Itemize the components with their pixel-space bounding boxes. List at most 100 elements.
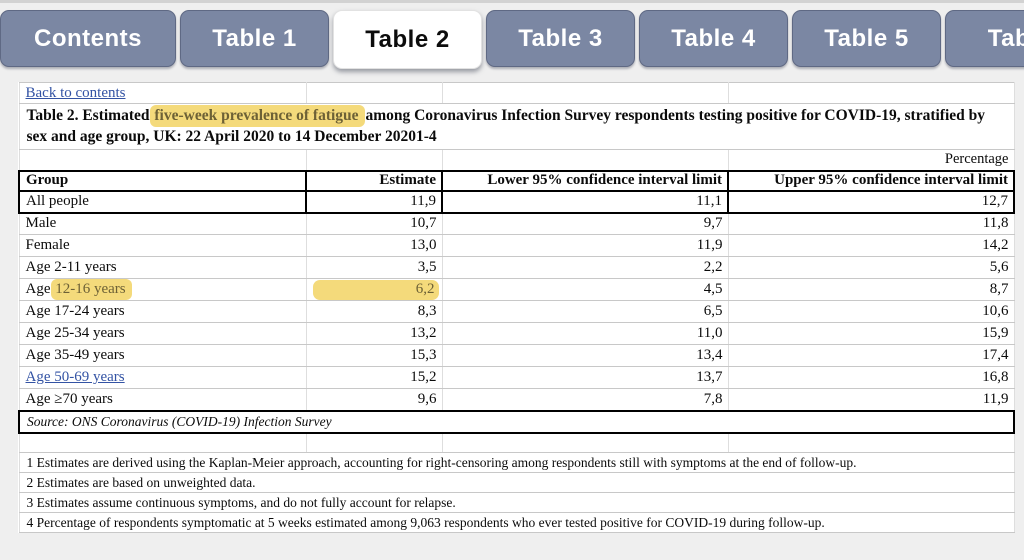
back-to-contents-row: Back to contents xyxy=(18,82,1015,104)
title-pre: Table 2. Estimated xyxy=(26,107,154,124)
table-row-age-12-16: Age 12-16 years 6,2 4,5 8,7 xyxy=(18,278,1015,301)
upper-ci-cell: 17,4 xyxy=(727,344,1015,367)
empty-cell xyxy=(727,82,1015,104)
percentage-label: Percentage xyxy=(727,149,1015,171)
tab-table-3[interactable]: Table 3 xyxy=(486,10,635,67)
lower-ci-cell: 7,8 xyxy=(441,388,729,411)
source-row: Source: ONS Coronavirus (COVID-19) Infec… xyxy=(18,409,1015,434)
age-50-69-link[interactable]: Age 50-69 years xyxy=(25,369,125,385)
lower-ci-cell: 13,7 xyxy=(441,366,729,389)
group-cell: Age 12-16 years xyxy=(18,278,307,301)
col-header-estimate: Estimate xyxy=(305,169,443,192)
group-cell: Age 35-49 years xyxy=(18,344,307,367)
lower-ci-cell: 13,4 xyxy=(441,344,729,367)
estimate-cell: 15,2 xyxy=(305,366,443,389)
worksheet: Back to contents Table 2. Estimated five… xyxy=(18,82,1015,533)
estimate-cell: 8,3 xyxy=(305,300,443,323)
title-highlighted-text: five-week prevalence of fatigue xyxy=(150,105,365,127)
estimate-cell: 10,7 xyxy=(305,212,443,235)
estimate-cell-highlighted: 6,2 xyxy=(305,278,443,301)
lower-ci-cell: 4,5 xyxy=(441,278,729,301)
top-divider xyxy=(0,0,1024,3)
tab-table-2[interactable]: Table 2 xyxy=(333,10,482,69)
estimate-cell: 13,0 xyxy=(305,234,443,257)
empty-cell xyxy=(305,432,443,453)
title-post: among Coronavirus Infection Survey respo… xyxy=(26,107,986,145)
group-cell: Male xyxy=(18,212,307,235)
back-to-contents-link[interactable]: Back to contents xyxy=(25,84,126,101)
group-cell: Age 25-34 years xyxy=(18,322,307,345)
footnote-row-2: 2 Estimates are based on unweighted data… xyxy=(18,472,1015,493)
empty-cell xyxy=(305,149,443,171)
group-highlighted-text: 12-16 years xyxy=(51,279,132,300)
upper-ci-cell: 11,8 xyxy=(727,212,1015,235)
empty-cell xyxy=(18,432,307,453)
table-row-all-people: All people 11,9 11,1 12,7 xyxy=(18,190,1015,214)
upper-ci-cell: 11,9 xyxy=(727,388,1015,411)
empty-cell xyxy=(727,432,1015,453)
spacer-row xyxy=(18,432,1015,453)
table-row-age-35-49: Age 35-49 years 15,3 13,4 17,4 xyxy=(18,344,1015,367)
lower-ci-cell: 9,7 xyxy=(441,212,729,235)
group-cell: Age 17-24 years xyxy=(18,300,307,323)
group-cell: Age 2-11 years xyxy=(18,256,307,279)
upper-ci-cell: 5,6 xyxy=(727,256,1015,279)
footnote-1: 1 Estimates are derived using the Kaplan… xyxy=(18,452,1015,473)
table-row-age-50-69: Age 50-69 years 15,2 13,7 16,8 xyxy=(18,366,1015,389)
upper-ci-cell: 8,7 xyxy=(727,278,1015,301)
table-2-grid: Back to contents Table 2. Estimated five… xyxy=(18,82,1015,533)
footnote-4: 4 Percentage of respondents symptomatic … xyxy=(18,512,1015,533)
percentage-row: Percentage xyxy=(18,149,1015,171)
table-row-female: Female 13,0 11,9 14,2 xyxy=(18,234,1015,257)
table-row-age-70-plus: Age ≥70 years 9,6 7,8 11,9 xyxy=(18,388,1015,411)
upper-ci-cell: 16,8 xyxy=(727,366,1015,389)
tab-table-1[interactable]: Table 1 xyxy=(180,10,329,67)
estimate-cell: 11,9 xyxy=(305,190,443,214)
empty-cell xyxy=(441,149,729,171)
upper-ci-cell: 12,7 xyxy=(727,190,1015,214)
lower-ci-cell: 11,0 xyxy=(441,322,729,345)
empty-cell xyxy=(441,432,729,453)
group-prefix: Age xyxy=(25,281,55,297)
footnote-2: 2 Estimates are based on unweighted data… xyxy=(18,472,1015,493)
estimate-cell: 9,6 xyxy=(305,388,443,411)
lower-ci-cell: 2,2 xyxy=(441,256,729,279)
table-title: Table 2. Estimated five-week prevalence … xyxy=(18,103,1015,150)
footnote-3: 3 Estimates assume continuous symptoms, … xyxy=(18,492,1015,513)
group-cell: Age ≥70 years xyxy=(18,388,307,411)
upper-ci-cell: 10,6 xyxy=(727,300,1015,323)
table-row-age-2-11: Age 2-11 years 3,5 2,2 5,6 xyxy=(18,256,1015,279)
tab-table-4[interactable]: Table 4 xyxy=(639,10,788,67)
table-row-age-17-24: Age 17-24 years 8,3 6,5 10,6 xyxy=(18,300,1015,323)
col-header-upper-ci: Upper 95% confidence interval limit xyxy=(727,169,1015,192)
tab-table-5[interactable]: Table 5 xyxy=(792,10,941,67)
estimate-highlight: 6,2 xyxy=(312,279,439,300)
sheet-tab-bar: Contents Table 1 Table 2 Table 3 Table 4… xyxy=(0,10,1024,69)
lower-ci-cell: 6,5 xyxy=(441,300,729,323)
table-row-age-25-34: Age 25-34 years 13,2 11,0 15,9 xyxy=(18,322,1015,345)
back-to-contents-cell: Back to contents xyxy=(18,82,307,104)
upper-ci-cell: 15,9 xyxy=(727,322,1015,345)
table-title-row: Table 2. Estimated five-week prevalence … xyxy=(18,103,1015,150)
estimate-cell: 13,2 xyxy=(305,322,443,345)
lower-ci-cell: 11,9 xyxy=(441,234,729,257)
estimate-cell: 3,5 xyxy=(305,256,443,279)
footnote-row-4: 4 Percentage of respondents symptomatic … xyxy=(18,512,1015,533)
empty-cell xyxy=(441,82,729,104)
header-row: Group Estimate Lower 95% confidence inte… xyxy=(18,169,1015,192)
lower-ci-cell: 11,1 xyxy=(441,190,729,214)
estimate-cell: 15,3 xyxy=(305,344,443,367)
upper-ci-cell: 14,2 xyxy=(727,234,1015,257)
tab-contents[interactable]: Contents xyxy=(0,10,176,67)
group-cell: All people xyxy=(18,190,307,214)
col-header-lower-ci: Lower 95% confidence interval limit xyxy=(441,169,729,192)
tab-table-6[interactable]: Table xyxy=(945,10,1024,67)
table-row-male: Male 10,7 9,7 11,8 xyxy=(18,212,1015,235)
col-header-group: Group xyxy=(18,169,307,192)
group-cell: Age 50-69 years xyxy=(18,366,307,389)
empty-cell xyxy=(18,149,307,171)
group-cell: Female xyxy=(18,234,307,257)
empty-cell xyxy=(305,82,443,104)
source-text: Source: ONS Coronavirus (COVID-19) Infec… xyxy=(18,409,1015,434)
